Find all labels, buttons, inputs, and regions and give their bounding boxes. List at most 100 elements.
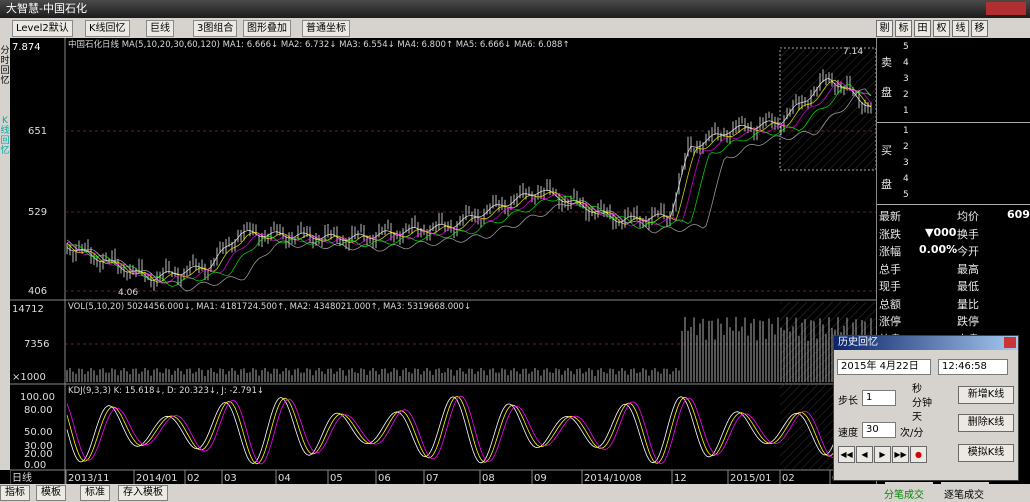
time-label: 07 — [426, 473, 439, 484]
toolbar-button[interactable]: 权 — [933, 20, 950, 37]
quote-label: 最新 — [879, 210, 901, 223]
unit-radio[interactable]: 分钟 — [912, 398, 932, 409]
unit-radio[interactable]: 秒 — [912, 384, 922, 395]
axis-label: 30.00 — [24, 441, 53, 452]
sell-level: 3 — [903, 74, 909, 84]
axis-label: 80.00 — [24, 405, 53, 416]
toolbar-item[interactable]: 图形叠加 — [243, 20, 291, 37]
time-label: 2013/11 — [68, 473, 110, 484]
axis-label: 0.00 — [24, 460, 46, 471]
time-label: 09 — [534, 473, 547, 484]
quote-label: 涨跌 — [879, 227, 901, 241]
moving-average-line — [66, 88, 872, 292]
axis-label: 20.00 — [24, 449, 53, 460]
unit-radio[interactable]: 天 — [912, 412, 922, 423]
quote-label: 最低 — [957, 280, 979, 293]
quote-label: 换手 — [957, 227, 979, 241]
kdj-line — [66, 395, 874, 465]
dialog-close[interactable] — [1004, 337, 1016, 348]
axis-label: 7.874 — [12, 42, 41, 53]
buy-level: 3 — [903, 158, 909, 168]
playback-button[interactable]: ▶▶ — [892, 446, 909, 463]
window-controls[interactable] — [986, 2, 1026, 15]
side-tab[interactable]: K线回忆 — [0, 116, 10, 156]
quote-label: 均价 — [957, 210, 979, 223]
side-tab[interactable]: 分时回忆 — [0, 46, 10, 86]
speed-field[interactable]: 30 — [862, 422, 896, 438]
kdj-line — [66, 396, 874, 464]
annotation: 4.06 — [118, 288, 138, 298]
quote-label: 现手 — [879, 280, 901, 293]
toolbar-item[interactable]: Level2默认 — [12, 20, 73, 37]
quote-value: 609 — [1007, 208, 1030, 221]
playback-button[interactable]: ▶ — [874, 446, 891, 463]
chart-background — [10, 38, 876, 484]
step-field[interactable]: 1 — [862, 390, 896, 406]
moving-average-line — [66, 83, 872, 287]
title-bar: 大智慧-中国石化 — [0, 0, 1030, 18]
bottom-tab[interactable]: 指标 — [0, 485, 30, 501]
axis-label: 100.00 — [20, 392, 55, 403]
toolbar-button[interactable]: 剔 — [876, 20, 893, 37]
toolbar-item[interactable]: 普通坐标 — [302, 20, 350, 37]
playback-button[interactable]: ◀◀ — [838, 446, 855, 463]
sell-level: 2 — [903, 90, 909, 100]
axis-label: 406 — [28, 286, 47, 297]
chart-area: 7.874 651 529 406 中国石化日线 MA(5,10,20,30,6… — [10, 38, 876, 484]
history-dialog: 历史回忆 2015年 4月22日 12:46:58 步长 1 秒 分钟 天 速度… — [833, 335, 1019, 481]
bottom-tab[interactable]: 存入模板 — [118, 485, 168, 501]
chart-header: 中国石化日线 MA(5,10,20,30,60,120) MA1: 6.666↓… — [68, 39, 570, 50]
sell-label: 盘 — [881, 86, 892, 99]
axis-label: 14712 — [12, 304, 44, 315]
quote-value: ▼000 — [925, 225, 957, 239]
time-label: 2014/01 — [136, 473, 178, 484]
buy-label: 买 — [881, 144, 892, 157]
quote-tab-footer[interactable]: 逐笔成交 — [944, 490, 984, 501]
buy-level: 5 — [903, 190, 909, 200]
buy-level: 4 — [903, 174, 909, 184]
dialog-button[interactable]: 删除K线 — [958, 414, 1014, 432]
time-label: 08 — [482, 473, 495, 484]
sell-level: 1 — [903, 106, 909, 116]
axis-label: 529 — [28, 207, 47, 218]
playback-button[interactable]: ◀ — [856, 446, 873, 463]
quote-label: 涨停 — [879, 315, 901, 328]
quote-label: 最高 — [957, 262, 979, 276]
quote-value: 0.00% — [919, 243, 958, 256]
date-field[interactable]: 2015年 4月22日 — [837, 359, 931, 375]
toolbar-button[interactable]: 田 — [914, 20, 931, 37]
axis-label: 7356 — [24, 339, 49, 350]
moving-average-line — [66, 79, 872, 283]
dialog-button[interactable]: 模拟K线 — [958, 444, 1014, 462]
time-label: 05 — [330, 473, 343, 484]
hatch-region — [780, 48, 876, 170]
playback-button[interactable]: ● — [910, 446, 927, 463]
quote-tab-footer[interactable]: 分笔成交 — [884, 490, 924, 501]
speed-unit: 次/分 — [900, 428, 924, 439]
bottom-bar: 指标 模板 标准 存入模板 分笔成交 逐笔成交 — [0, 484, 1030, 502]
toolbar-item[interactable]: 3图组合 — [193, 20, 238, 37]
time-label: 02 — [187, 473, 200, 484]
time-field[interactable]: 12:46:58 — [938, 359, 1008, 375]
chart-header: KDJ(9,3,3) K: 15.618↓, D: 20.323↓, J: -2… — [68, 386, 264, 396]
time-label: 日线 — [12, 471, 32, 484]
annotation: 7.14 — [843, 47, 863, 57]
toolbar-button[interactable]: 线 — [952, 20, 969, 37]
time-label: 04 — [278, 473, 291, 484]
toolbar-item[interactable]: K线回忆 — [85, 20, 130, 37]
dialog-button[interactable]: 新增K线 — [958, 386, 1014, 404]
toolbar-button[interactable]: 移 — [971, 20, 988, 37]
book-divider — [877, 122, 1030, 123]
quote-label: 总手 — [879, 262, 901, 276]
book-divider — [877, 204, 1030, 205]
sell-label: 卖 — [881, 56, 892, 69]
toolbar-item[interactable]: 巨线 — [146, 20, 174, 37]
bottom-tab[interactable]: 模板 — [36, 485, 66, 501]
time-label: 02 — [782, 473, 795, 484]
speed-label: 速度 — [838, 428, 858, 439]
bottom-tab[interactable]: 标准 — [80, 485, 110, 501]
time-label: 12 — [674, 473, 687, 484]
buy-level: 2 — [903, 142, 909, 152]
toolbar-button[interactable]: 标 — [895, 20, 912, 37]
time-label: 2014/10/08 — [584, 473, 642, 484]
